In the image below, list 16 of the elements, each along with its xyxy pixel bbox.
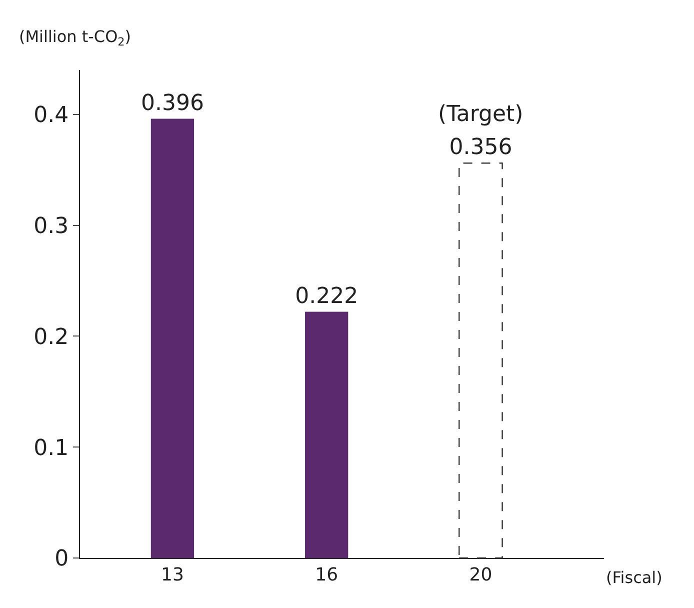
bar bbox=[150, 118, 194, 558]
y-axis-title: (Million t-CO$_{2}$) bbox=[19, 27, 132, 48]
x-tick-label: 13 bbox=[161, 564, 184, 586]
bar bbox=[305, 312, 348, 558]
data-label: 0.396 bbox=[140, 90, 204, 116]
y-tick-label: 0.3 bbox=[34, 214, 69, 239]
data-label: 0.222 bbox=[295, 284, 358, 309]
x-tick-label: 20 bbox=[469, 564, 492, 586]
y-tick-label: 0.2 bbox=[34, 324, 69, 350]
x-axis-title: (Fiscal) bbox=[606, 568, 662, 587]
annotation: (Target) bbox=[438, 102, 524, 127]
y-tick-label: 0 bbox=[54, 546, 69, 572]
y-tick-label: 0.4 bbox=[34, 103, 69, 128]
x-tick-label: 16 bbox=[315, 564, 338, 586]
y-tick-label: 0.1 bbox=[34, 436, 69, 461]
data-label: 0.356 bbox=[449, 135, 512, 160]
